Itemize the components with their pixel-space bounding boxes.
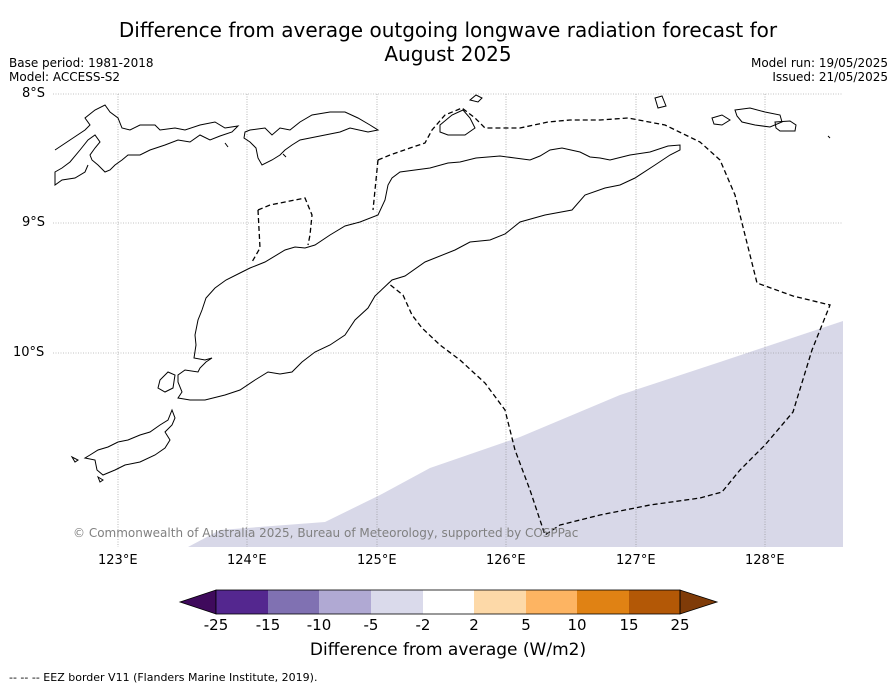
colorbar-bin-1 [216, 590, 268, 614]
title-line-2: August 2025 [384, 42, 512, 66]
base-period: Base period: 1981-2018 [9, 56, 154, 70]
lon-label-126e: 126°E [486, 553, 526, 568]
colorbar-frame [215, 589, 681, 615]
model-run: Model run: 19/05/2025 [750, 56, 888, 70]
chart-title: Difference from average outgoing longwav… [0, 18, 896, 66]
islet-f [711, 114, 731, 126]
coastlines [54, 94, 831, 483]
title-line-1: Difference from average outgoing longwav… [118, 18, 778, 42]
rote-island [83, 408, 176, 476]
colorbar-tick: -5 [363, 616, 379, 634]
lat-label-8s: 8°S [22, 86, 46, 101]
meta-left: Base period: 1981-2018 Model: ACCESS-S2 [9, 56, 154, 84]
colorbar-tick: -25 [203, 616, 229, 634]
colorbar-tick: 15 [619, 616, 639, 634]
colorbar-label: Difference from average (W/m2) [309, 640, 587, 660]
colorbar-bin-4 [371, 590, 423, 614]
colorbar-tick: -10 [306, 616, 332, 634]
colorbar [178, 589, 719, 615]
islet-c [96, 475, 104, 483]
lon-label-123e: 123°E [98, 553, 138, 568]
colorbar-arrow-high [679, 589, 719, 615]
islet-i [224, 142, 229, 148]
model-name: Model: ACCESS-S2 [9, 70, 121, 84]
colorbar-tick: 10 [567, 616, 587, 634]
colorbar-bin-2 [268, 590, 319, 614]
timor-island [177, 144, 681, 401]
small-island-a [157, 371, 176, 393]
colorbar-tick: -15 [255, 616, 281, 634]
anomaly-area [188, 321, 843, 547]
meta-right: Model run: 19/05/2025 Issued: 21/05/2025 [751, 56, 888, 84]
wetar-island [243, 111, 380, 166]
leti-island [734, 107, 783, 128]
lon-label-127e: 127°E [616, 553, 656, 568]
lon-label-125e: 125°E [357, 553, 397, 568]
copyright-notice: © Commonwealth of Australia 2025, Bureau… [73, 526, 579, 540]
colorbar-tick: 25 [670, 616, 690, 634]
islet-b [70, 455, 79, 463]
lon-label-128e: 128°E [745, 553, 785, 568]
islet-g [827, 135, 831, 139]
alor-chain [54, 104, 240, 186]
colorbar-bin-5 [423, 590, 474, 614]
islet-e [654, 95, 667, 109]
moa-island [774, 120, 797, 132]
colorbar-tick: -2 [415, 616, 431, 634]
colorbar-bin-8 [577, 590, 629, 614]
colorbar-tick: 5 [521, 616, 531, 634]
colorbar-bin-6 [474, 590, 526, 614]
issued-date: Issued: 21/05/2025 [772, 70, 888, 84]
lat-label-10s: 10°S [13, 345, 45, 360]
colorbar-bin-7 [526, 590, 577, 614]
atauro-island [439, 109, 476, 136]
islet-h [282, 153, 287, 158]
colorbar-arrow-low [178, 589, 217, 615]
islet-d [468, 94, 483, 103]
footnote: -- -- -- EEZ border V11 (Flanders Marine… [9, 671, 318, 684]
colorbar-bin-3 [319, 590, 371, 614]
colorbar-bin-9 [629, 590, 680, 614]
lon-label-124e: 124°E [227, 553, 267, 568]
lat-label-9s: 9°S [22, 215, 46, 230]
eez-border [251, 107, 831, 537]
colorbar-tick: 2 [469, 616, 479, 634]
